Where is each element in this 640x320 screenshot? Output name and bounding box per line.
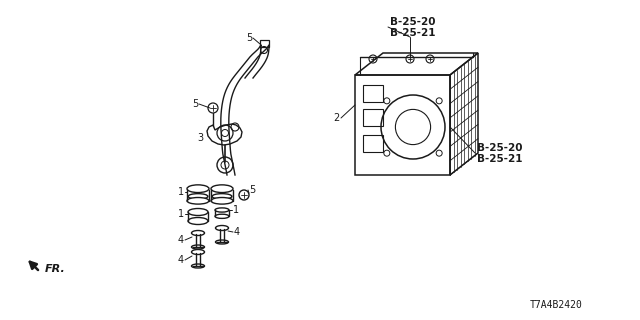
Bar	[260, 40, 269, 47]
Ellipse shape	[188, 209, 208, 215]
Text: B-25-20: B-25-20	[390, 17, 435, 27]
Ellipse shape	[188, 218, 208, 225]
Ellipse shape	[211, 185, 233, 193]
Ellipse shape	[188, 194, 208, 199]
Ellipse shape	[215, 214, 229, 219]
Ellipse shape	[187, 185, 209, 193]
Ellipse shape	[191, 230, 205, 236]
Ellipse shape	[211, 197, 233, 204]
Ellipse shape	[191, 250, 205, 254]
Ellipse shape	[187, 197, 209, 204]
Text: 2: 2	[333, 113, 339, 123]
Ellipse shape	[216, 226, 228, 230]
Text: 5: 5	[249, 185, 255, 195]
Text: 4: 4	[178, 255, 184, 265]
Bar	[363, 135, 383, 152]
Ellipse shape	[216, 240, 228, 244]
Text: B-25-21: B-25-21	[390, 28, 435, 38]
Text: 1: 1	[233, 205, 239, 215]
Text: 4: 4	[234, 227, 240, 237]
Text: B-25-20: B-25-20	[477, 143, 522, 153]
Bar	[363, 85, 383, 102]
Text: 5: 5	[192, 99, 198, 109]
Text: 4: 4	[178, 235, 184, 245]
Ellipse shape	[191, 245, 205, 249]
Ellipse shape	[191, 264, 205, 268]
Text: 1: 1	[178, 187, 184, 197]
Text: 1: 1	[178, 209, 184, 219]
Bar	[363, 109, 383, 126]
Ellipse shape	[212, 194, 232, 199]
Text: 5: 5	[246, 33, 252, 43]
Text: B-25-21: B-25-21	[477, 154, 522, 164]
Bar	[355, 75, 450, 175]
Ellipse shape	[215, 208, 229, 212]
Text: FR.: FR.	[45, 264, 66, 274]
Text: T7A4B2420: T7A4B2420	[530, 300, 583, 310]
Text: 3: 3	[197, 133, 203, 143]
